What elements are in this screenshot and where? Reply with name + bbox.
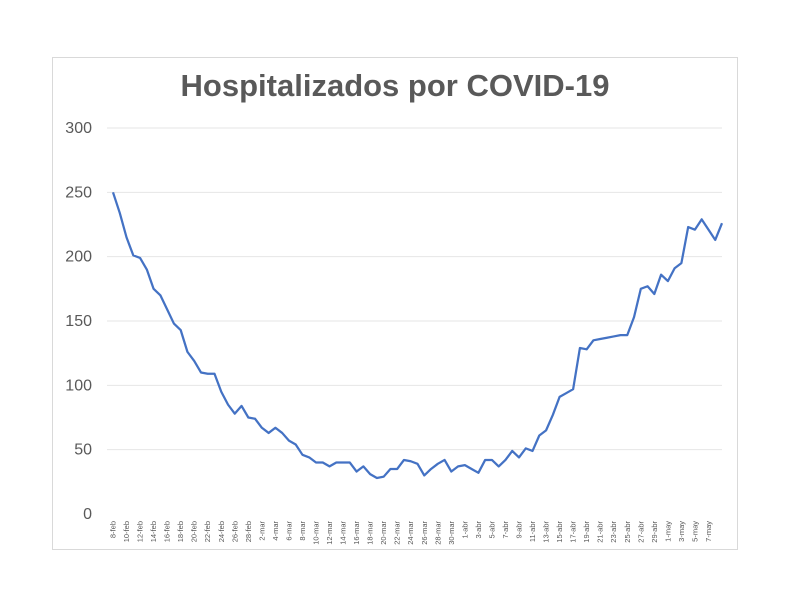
x-tick-label: 18-feb <box>176 521 185 542</box>
x-tick-label: 14-mar <box>339 521 348 545</box>
x-tick-label: 27-abr <box>636 521 645 543</box>
x-tick-label: 5-abr <box>487 521 496 539</box>
x-tick-label: 20-mar <box>379 521 388 545</box>
x-tick-label: 16-mar <box>352 521 361 545</box>
x-tick-label: 18-mar <box>366 521 375 545</box>
x-tick-label: 20-feb <box>190 521 199 542</box>
series-line <box>111 191 724 480</box>
y-tick-label: 300 <box>65 120 92 137</box>
x-tick-label: 5-may <box>690 521 699 542</box>
x-tick-label: 1-may <box>663 521 672 542</box>
y-tick-label: 150 <box>65 313 92 330</box>
x-tick-label: 3-may <box>677 521 686 542</box>
x-tick-label: 7-abr <box>501 521 510 539</box>
x-tick-label: 22-feb <box>203 521 212 542</box>
x-tick-label: 16-feb <box>163 521 172 542</box>
x-tick-label: 12-feb <box>136 521 145 542</box>
y-axis-ticks: 0 50 100 150 200 250 300 <box>65 120 92 523</box>
x-tick-label: 2-mar <box>257 521 266 541</box>
y-tick-label: 200 <box>65 249 92 266</box>
x-tick-label: 6-mar <box>284 521 293 541</box>
x-tick-label: 26-mar <box>420 521 429 545</box>
x-tick-label: 4-mar <box>271 521 280 541</box>
x-tick-label: 15-abr <box>555 521 564 543</box>
x-tick-label: 7-may <box>704 521 713 542</box>
x-tick-label: 21-abr <box>596 521 605 543</box>
x-tick-label: 8-feb <box>109 521 118 538</box>
x-tick-label: 11-abr <box>528 520 537 542</box>
series-layer <box>111 191 724 480</box>
x-tick-label: 1-abr <box>460 521 469 539</box>
chart-title: Hospitalizados por COVID-19 <box>180 68 610 103</box>
x-tick-label: 10-mar <box>312 521 321 545</box>
y-tick-label: 50 <box>74 442 92 459</box>
x-tick-label: 28-feb <box>244 521 253 542</box>
x-tick-label: 3-abr <box>474 521 483 539</box>
x-tick-label: 10-feb <box>122 521 131 542</box>
x-tick-label: 28-mar <box>433 521 442 545</box>
x-tick-label: 24-feb <box>217 521 226 542</box>
x-tick-label: 13-abr <box>542 521 551 543</box>
x-tick-label: 29-abr <box>650 521 659 543</box>
chart-frame <box>52 57 738 550</box>
x-tick-label: 22-mar <box>393 521 402 545</box>
x-tick-label: 14-feb <box>149 521 158 542</box>
x-tick-label: 23-abr <box>609 521 618 543</box>
x-tick-label: 9-abr <box>515 521 524 539</box>
x-tick-label: 25-abr <box>623 521 632 543</box>
y-tick-label: 0 <box>83 506 92 523</box>
x-tick-label: 30-mar <box>447 521 456 545</box>
y-tick-label: 250 <box>65 184 92 201</box>
x-tick-label: 26-feb <box>230 521 239 542</box>
x-axis-ticks: 8-feb 10-feb 12-feb 14-feb 16-feb 18-feb 20-fe… <box>109 520 713 544</box>
gridlines <box>107 127 722 451</box>
x-tick-label: 19-abr <box>582 521 591 543</box>
y-tick-label: 100 <box>65 377 92 394</box>
x-tick-label: 8-mar <box>298 521 307 541</box>
x-tick-label: 24-mar <box>406 521 415 545</box>
x-tick-label: 17-abr <box>569 521 578 543</box>
x-tick-label: 12-mar <box>325 521 334 545</box>
